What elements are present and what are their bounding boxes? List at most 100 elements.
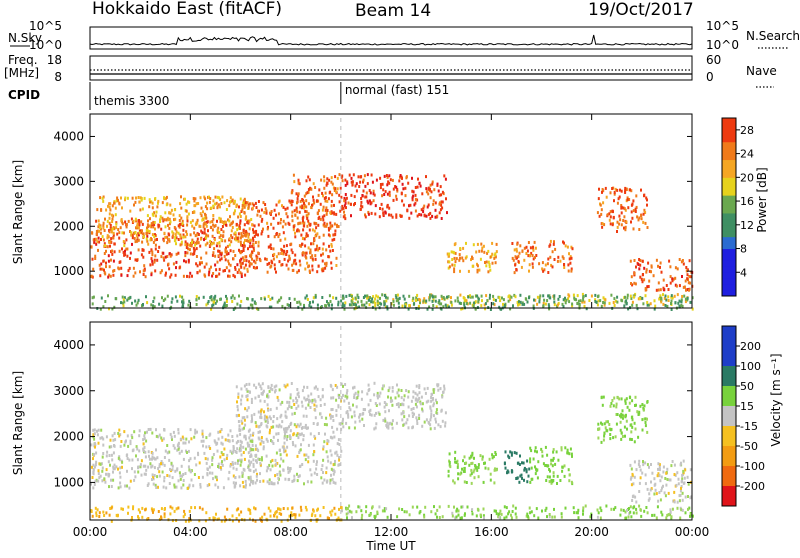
power-cell: [533, 240, 536, 244]
velocity-cell: [609, 437, 612, 441]
power-cell: [620, 204, 623, 207]
power-cell: [398, 179, 401, 183]
velocity-cell: [631, 499, 634, 502]
power-cell: [377, 295, 379, 299]
power-cell: [412, 194, 415, 198]
power-cell: [648, 303, 651, 307]
velocity-cell: [680, 461, 682, 465]
power-cell: [438, 202, 441, 206]
velocity-cell: [327, 459, 330, 463]
power-cell: [143, 235, 145, 238]
velocity-cell: [385, 402, 387, 406]
power-cell: [384, 295, 387, 299]
velocity-cell: [111, 458, 114, 462]
velocity-cell: [646, 463, 649, 467]
power-cell: [563, 263, 565, 266]
xtick-label: 16:00: [474, 525, 509, 539]
velocity-cell: [400, 389, 403, 392]
velocity-cell: [644, 424, 647, 428]
velocity-cell: [252, 458, 255, 462]
velocity-cell: [633, 475, 636, 479]
power-cell: [684, 297, 687, 301]
velocity-cell: [171, 519, 174, 523]
velocity-cell: [308, 400, 310, 404]
power-cell: [658, 297, 661, 301]
cpid-label: CPID: [8, 88, 40, 102]
velocity-cell: [325, 416, 328, 420]
cpid-panel: CPID themis 3300 normal (fast) 151: [8, 82, 449, 110]
power-cell: [211, 220, 214, 223]
velocity-cell: [252, 431, 255, 435]
velocity-cell: [462, 469, 465, 473]
power-cell: [270, 247, 273, 250]
power-cell: [134, 231, 137, 234]
velocity-cell: [644, 417, 647, 421]
velocity-cell: [491, 456, 494, 460]
velocity-cell: [465, 481, 468, 484]
velocity-cell: [556, 482, 558, 485]
power-cell: [282, 205, 285, 209]
power-cell: [203, 227, 206, 231]
power-cell: [108, 216, 111, 220]
power-cell: [240, 265, 243, 269]
velocity-cell: [254, 507, 257, 511]
power-cell: [326, 177, 329, 181]
colorbar-band: [722, 242, 736, 250]
power-cell: [139, 270, 141, 274]
velocity-cell: [646, 430, 649, 434]
velocity-cell: [160, 460, 163, 463]
velocity-cell: [560, 446, 563, 450]
power-cell: [519, 300, 522, 304]
power-cell: [645, 196, 648, 200]
velocity-cell: [247, 444, 250, 448]
power-cell: [638, 267, 641, 271]
power-cell: [535, 254, 538, 257]
velocity-cell: [139, 463, 142, 467]
velocity-cell: [429, 427, 432, 431]
power-cell: [428, 305, 431, 309]
velocity-cell: [153, 456, 155, 460]
power-cell: [394, 294, 397, 298]
velocity-cell: [548, 468, 551, 471]
power-cell: [510, 295, 513, 299]
power-cell: [275, 270, 277, 274]
power-cell: [212, 272, 215, 275]
power-cell: [561, 302, 564, 306]
power-cell: [104, 272, 107, 276]
power-cell: [394, 185, 397, 188]
velocity-cell: [389, 396, 392, 400]
velocity-cell: [262, 445, 265, 449]
power-cell: [107, 259, 110, 263]
power-cell: [271, 261, 274, 265]
power-cell: [291, 210, 294, 214]
power-cell: [112, 269, 115, 273]
power-cell: [245, 232, 248, 236]
colorbar-band: [722, 212, 736, 220]
power-cell: [634, 210, 637, 213]
velocity-cell: [610, 402, 613, 405]
velocity-cell: [280, 457, 283, 461]
velocity-cell: [153, 474, 156, 477]
velocity-cell: [246, 398, 249, 402]
velocity-cell: [135, 445, 138, 449]
velocity-cell: [342, 417, 344, 421]
velocity-scatter: [90, 381, 694, 523]
velocity-cell: [582, 509, 585, 513]
power-cell: [625, 188, 628, 191]
velocity-cell: [260, 392, 263, 396]
power-cell: [447, 266, 450, 270]
power-cell: [350, 176, 353, 180]
velocity-cell: [241, 427, 244, 431]
power-cell: [630, 189, 633, 193]
velocity-cell: [671, 460, 674, 463]
velocity-cell: [639, 404, 642, 408]
ytick-label: 1000: [53, 475, 84, 489]
power-cell: [187, 243, 190, 247]
velocity-cell: [290, 405, 293, 409]
power-cell: [410, 211, 413, 215]
power-cell: [295, 206, 298, 210]
power-cell: [172, 262, 175, 266]
velocity-cell: [353, 385, 356, 389]
power-cell: [134, 299, 137, 303]
velocity-cell: [577, 516, 580, 520]
